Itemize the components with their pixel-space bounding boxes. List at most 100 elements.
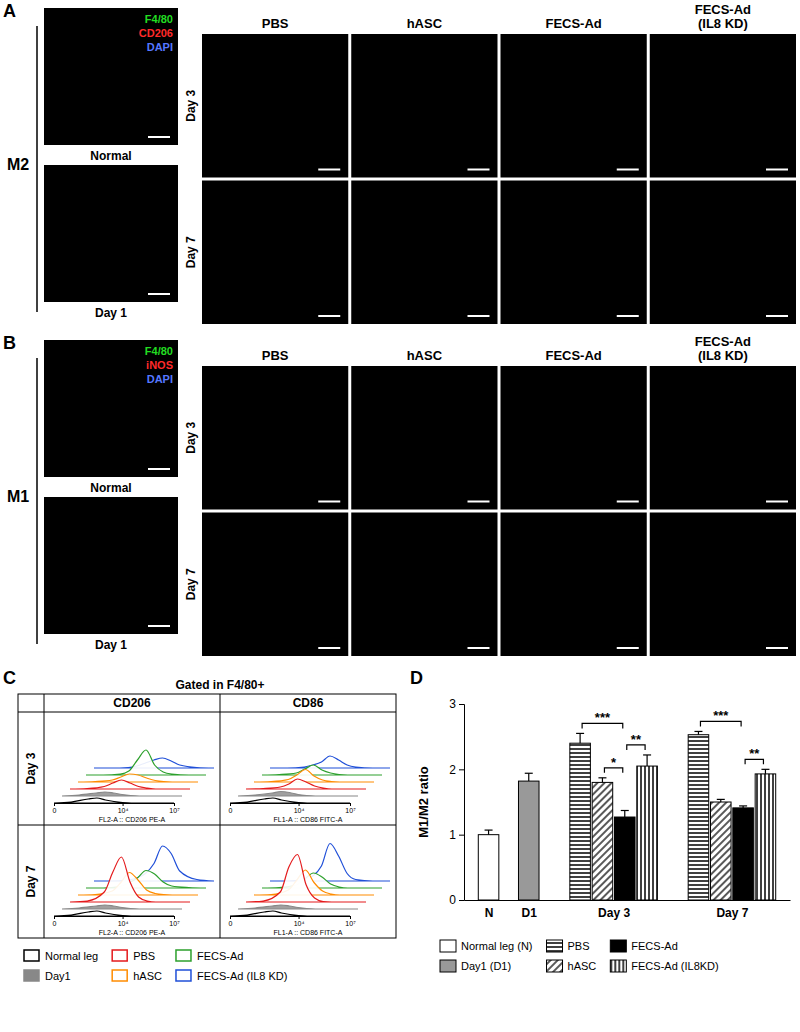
axis-line: [55, 804, 175, 807]
series-offset: [86, 871, 206, 889]
significance-label: ***: [595, 710, 611, 725]
error-cap: [694, 731, 702, 732]
scale-bar: [468, 501, 490, 503]
tick: 0: [229, 803, 233, 814]
legend-label: Day1 (D1): [461, 960, 511, 972]
legend-label: FECS-Ad: [197, 950, 243, 962]
legend-swatch: [610, 960, 626, 972]
image-label: Day 1: [95, 638, 127, 652]
bar: [733, 808, 754, 900]
scale-bar: [318, 501, 340, 503]
scale-bar: [617, 501, 639, 503]
tick-mark: [459, 900, 464, 901]
histogram: [70, 857, 190, 902]
legend-label: Normal leg: [45, 950, 98, 962]
bar: [637, 766, 658, 900]
significance-label: **: [631, 732, 642, 747]
axis-title: M1/M2 ratio: [416, 766, 431, 838]
bar: [570, 743, 591, 900]
micrograph: [202, 181, 348, 325]
micrograph: [501, 513, 647, 657]
tick-mark: [123, 803, 124, 806]
channel-label: DAPI: [147, 41, 173, 53]
tick-mark: [174, 803, 175, 806]
tick-label: 0: [229, 807, 233, 814]
axis-line: [465, 900, 791, 901]
series-offset: [254, 770, 374, 783]
tick-label: Day 3: [598, 906, 630, 920]
histogram: [54, 911, 174, 916]
column-header: hASC: [407, 348, 443, 363]
micrograph: [650, 181, 796, 325]
scale-bar: [318, 315, 340, 317]
row-bracket: [36, 26, 38, 312]
histogram: [254, 770, 374, 783]
micrograph: [501, 366, 647, 510]
tick-label: 10⁷: [169, 920, 180, 927]
micrograph: [650, 513, 796, 657]
series-offset: [70, 780, 190, 789]
legend-item: FECS-Ad: [610, 940, 677, 952]
tick: 10⁴: [294, 916, 305, 927]
error-cap: [717, 799, 725, 800]
plot-area: [54, 846, 214, 916]
bar: [755, 774, 776, 900]
bar: [592, 782, 613, 900]
axis-line: [231, 917, 351, 920]
scale-bar: [617, 647, 639, 649]
error-cap: [761, 769, 769, 770]
bar: [518, 781, 539, 900]
error-bar: [765, 769, 766, 774]
legend-label: PBS: [568, 940, 590, 952]
scale-bar: [766, 169, 788, 171]
micrograph: [351, 366, 497, 510]
figure: AM2NormalDay 1F4/80CD206DAPIPBShASCFECS-…: [0, 0, 800, 1032]
tick-mark: [350, 803, 351, 806]
tick-mark: [230, 803, 231, 806]
significance-label: *: [611, 755, 617, 770]
tick-label: 10⁷: [345, 807, 356, 814]
series-offset: [230, 911, 350, 916]
row-header: Day 3: [24, 752, 38, 784]
column-header-line: FECS-Ad: [695, 2, 751, 17]
legend-item: Day1: [24, 970, 71, 982]
histogram: [86, 750, 206, 775]
legend-label: Normal leg (N): [461, 940, 533, 952]
plot-area: [230, 756, 390, 803]
error-bar: [488, 830, 489, 835]
tick: 0: [229, 916, 233, 927]
channel-label: F4/80: [145, 345, 173, 357]
histogram: [70, 780, 190, 789]
histogram: [254, 870, 374, 895]
tick: 2: [449, 763, 464, 777]
scale-bar: [766, 501, 788, 503]
legend-item: Normal leg: [24, 950, 98, 962]
bar-panel: D0123ND1Day 3Day 7M1/M2 ratio***********…: [410, 668, 791, 972]
column-header: hASC: [407, 16, 443, 31]
legend-swatch: [440, 960, 456, 972]
legend-item: Day1 (D1): [440, 960, 511, 972]
x-axis: 010⁴10⁷: [229, 916, 357, 927]
plot-area: [478, 731, 775, 900]
panel-letter: A: [3, 1, 16, 21]
series-offset: [62, 792, 182, 796]
series-offset: [254, 870, 374, 895]
tick: N: [485, 900, 494, 920]
x-axis: 010⁴10⁷: [229, 803, 357, 814]
error-cap: [739, 805, 747, 806]
tick-mark: [459, 704, 464, 705]
tick-label: 0: [53, 920, 57, 927]
image-label: Normal: [90, 481, 131, 495]
axis-line: [231, 804, 351, 807]
column-header-line: FECS-Ad: [695, 334, 751, 349]
scale-bar: [468, 315, 490, 317]
series-offset: [78, 873, 198, 896]
row-header: Day 3: [184, 89, 198, 121]
micrograph: [202, 34, 348, 178]
table-frame: [18, 694, 396, 938]
channel-label: CD206: [139, 27, 173, 39]
legend-label: FECS-Ad (IL8 KD): [197, 970, 287, 982]
series-offset: [78, 774, 198, 782]
series-offset: [262, 765, 382, 775]
table-line: [18, 712, 396, 713]
